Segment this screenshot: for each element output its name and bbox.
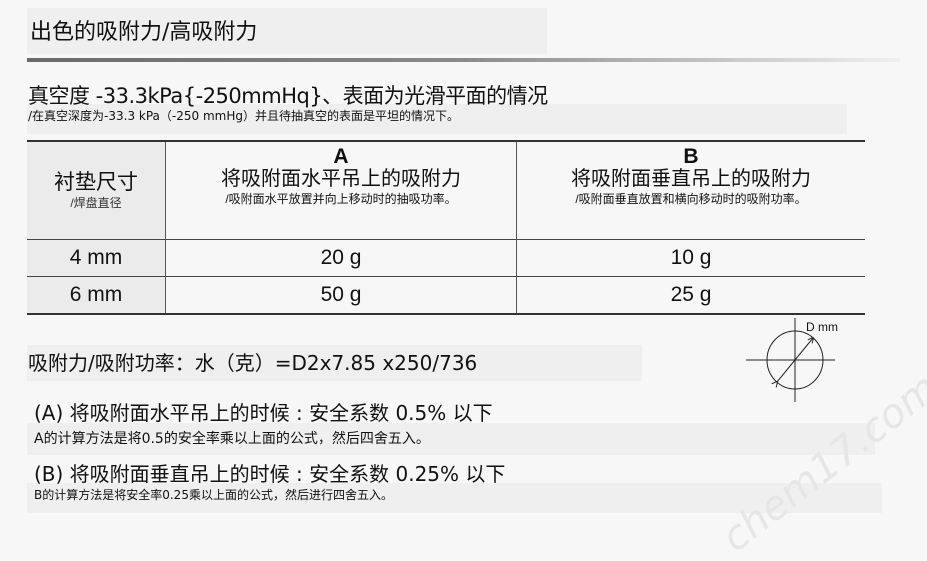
table-header: 衬垫尺寸 /焊盘直径 A 将吸附面水平吊上的吸附力 /吸附面水平放置并向上移动时…	[27, 141, 865, 240]
diagram-label: D mm	[806, 320, 838, 334]
header-note: /吸附面垂直放置和横向移动时的吸附功率。	[575, 192, 807, 206]
cell-b: 10 g	[516, 239, 865, 277]
cell-size: 6 mm	[27, 276, 166, 315]
note-a-heading: (A) 将吸附面水平吊上的时候 : 安全系数 0.5% 以下	[34, 401, 493, 425]
table-row: 6 mm 50 g 25 g	[27, 276, 865, 315]
header-letter: B	[683, 145, 699, 168]
header-note: /焊盘直径	[70, 196, 122, 210]
title-divider	[27, 58, 900, 62]
header-letter: A	[333, 145, 349, 168]
cell-b: 25 g	[516, 276, 865, 315]
table-row: 4 mm 20 g 10 g	[27, 239, 865, 277]
header-col-a: A 将吸附面水平吊上的吸附力 /吸附面水平放置并向上移动时的抽吸功率。	[165, 141, 517, 240]
diameter-diagram-icon	[746, 318, 835, 402]
subtitle-note: /在真空深度为-33.3 kPa（-250 mmHg）并且待抽真空的表面是平坦的…	[28, 109, 459, 123]
header-note: /吸附面水平放置并向上移动时的抽吸功率。	[225, 192, 457, 206]
header-pad-size: 衬垫尺寸 /焊盘直径	[27, 141, 166, 240]
header-label: 将吸附面水平吊上的吸附力	[221, 168, 461, 190]
cell-size: 4 mm	[27, 239, 166, 277]
header-label: 衬垫尺寸	[54, 171, 138, 194]
cell-a: 50 g	[165, 276, 517, 315]
note-b-detail: B的计算方法是将安全率0.25乘以上面的公式，然后进行四舍五入。	[34, 488, 393, 502]
header-label: 将吸附面垂直吊上的吸附力	[571, 168, 811, 190]
suction-force-table: 衬垫尺寸 /焊盘直径 A 将吸附面水平吊上的吸附力 /吸附面水平放置并向上移动时…	[27, 140, 865, 315]
note-a-detail: A的计算方法是将0.5的安全率乘以上面的公式，然后四舍五入。	[34, 431, 430, 447]
header-col-b: B 将吸附面垂直吊上的吸附力 /吸附面垂直放置和横向移动时的吸附功率。	[517, 141, 866, 240]
section-subtitle: 真空度 -33.3kPa{-250mmHq}、表面为光滑平面的情况	[28, 84, 548, 108]
page-title: 出色的吸附力/高吸附力	[30, 20, 258, 45]
note-b-heading: (B) 将吸附面垂直吊上的时候 : 安全系数 0.25% 以下	[34, 462, 506, 486]
cell-a: 20 g	[165, 239, 517, 277]
formula: 吸附力/吸附功率：水（克）=D2x7.85 x250/736	[28, 351, 478, 375]
